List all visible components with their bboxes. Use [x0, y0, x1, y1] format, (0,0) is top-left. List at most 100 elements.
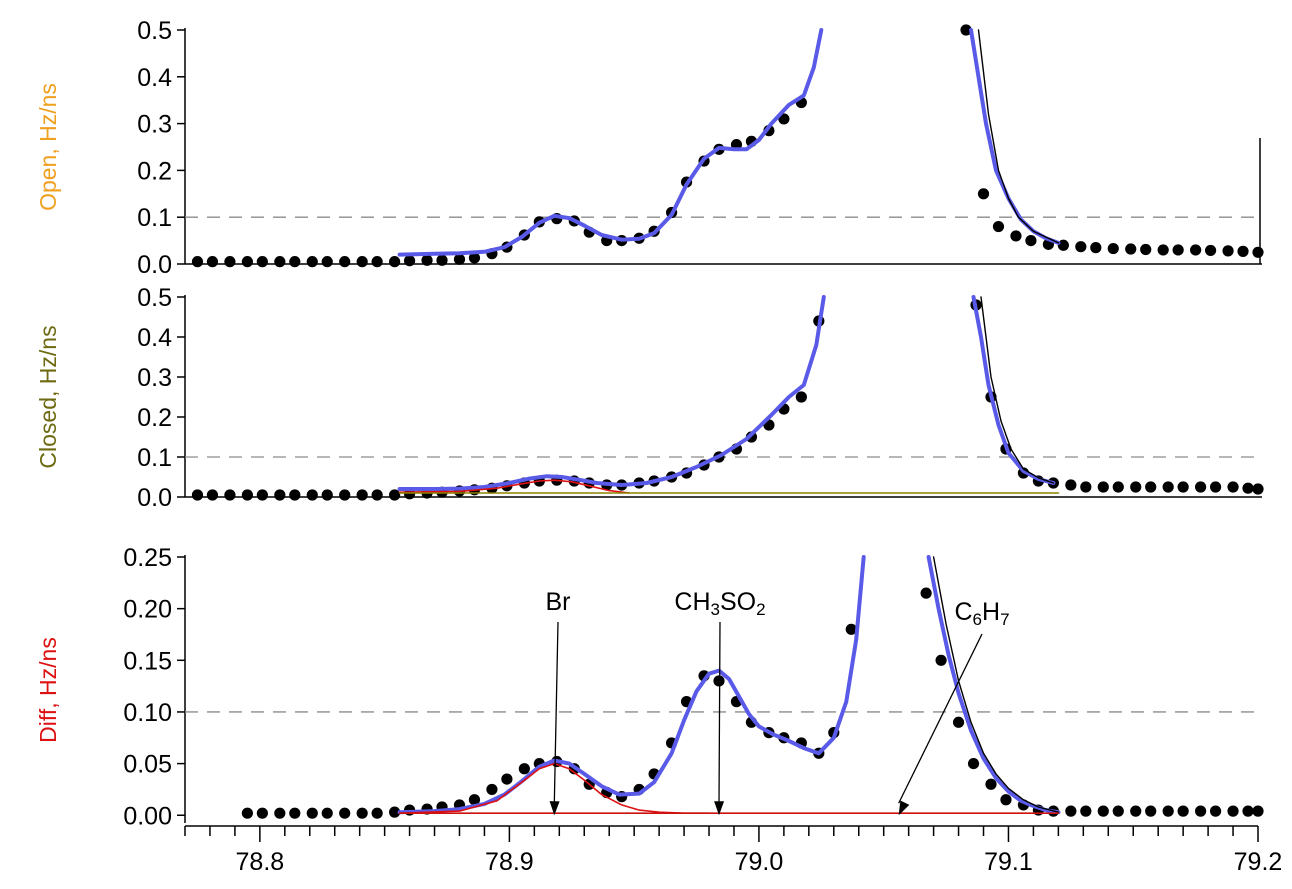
x-axis: 78.8 78.9 79.0 79.1 79.2 — [184, 825, 1282, 876]
data-point — [371, 489, 383, 501]
data-point — [339, 807, 351, 819]
data-point — [1010, 230, 1022, 242]
y-tick-label: 0.1 — [137, 204, 172, 232]
data-point — [356, 807, 368, 819]
fit-line — [397, 295, 826, 491]
annotation-arrowhead — [898, 800, 910, 816]
data-point — [1140, 243, 1152, 256]
data-point — [1252, 246, 1264, 258]
data-point — [206, 256, 219, 268]
annotation-label-part: SO — [720, 588, 756, 616]
data-point — [1057, 239, 1069, 251]
data-point — [256, 807, 268, 819]
annotation-label-part: H — [982, 598, 1000, 626]
data-point — [1112, 805, 1124, 817]
y-tick-label: 0.1 — [137, 444, 172, 472]
data-point — [321, 807, 333, 819]
data-point — [274, 256, 286, 268]
data-point — [389, 256, 401, 268]
data-point — [321, 256, 333, 268]
fit-line — [397, 555, 866, 815]
data-point — [1065, 479, 1077, 491]
data-point — [1195, 481, 1207, 493]
annotation-label-part: Br — [546, 588, 571, 616]
y-tick-label: 0.20 — [123, 596, 172, 624]
x-tick-label: 78.8 — [236, 848, 285, 876]
data-point — [1075, 241, 1087, 253]
y-axis-label: Closed, Hz/ns — [35, 325, 61, 468]
y-tick-label: 0.3 — [137, 111, 172, 139]
annotation-label-part: 7 — [1000, 610, 1009, 629]
panel-open: 0.0 0.1 0.2 0.3 0.4 0.5 Open, Hz/ns — [35, 17, 1264, 279]
data-point — [1195, 805, 1207, 817]
data-point — [206, 489, 219, 501]
annotation-arrow — [553, 621, 559, 804]
y-tick-label: 0.25 — [123, 544, 172, 572]
annotation-label-part: 2 — [756, 600, 765, 619]
thin-curve-line — [977, 29, 1060, 244]
y-axis-label-part: Open — [35, 155, 61, 211]
data-point — [191, 489, 204, 501]
data-point — [1080, 481, 1092, 493]
data-point — [241, 489, 253, 501]
x-tick-label: 78.9 — [485, 848, 534, 876]
data-point — [518, 763, 530, 775]
data-point — [1204, 244, 1217, 257]
data-point — [1090, 242, 1102, 254]
data-point — [967, 758, 980, 770]
thin-curve-line — [980, 296, 1055, 484]
data-point — [1177, 481, 1189, 493]
data-point — [306, 256, 318, 268]
data-point — [1252, 483, 1264, 495]
data-point — [1107, 242, 1119, 255]
data-point — [1237, 245, 1249, 257]
annotation-label: Br — [546, 588, 571, 616]
data-point — [339, 489, 351, 501]
data-point — [289, 489, 301, 501]
data-point — [1190, 244, 1202, 256]
data-point — [977, 188, 990, 200]
data-point — [306, 807, 318, 819]
data-point — [1145, 481, 1157, 493]
data-point — [421, 254, 433, 266]
data-point — [960, 24, 972, 36]
data-point — [713, 675, 725, 687]
data-point — [1157, 244, 1169, 256]
data-point — [224, 256, 236, 268]
data-point — [289, 256, 301, 268]
data-point — [1065, 805, 1077, 817]
data-point — [468, 794, 481, 806]
y-tick-label: 0.2 — [137, 404, 172, 432]
annotation-arrow — [718, 621, 721, 804]
data-point — [952, 716, 965, 728]
data-point — [321, 489, 333, 501]
data-point — [920, 587, 932, 599]
data-point — [1162, 481, 1174, 493]
y-tick-label: 0.5 — [137, 284, 172, 312]
y-tick-label: 0.4 — [137, 324, 172, 352]
x-tick-label: 79.0 — [735, 848, 784, 876]
data-point — [436, 254, 448, 266]
data-point — [1130, 805, 1142, 817]
data-point — [289, 807, 301, 819]
annotation-arrowhead — [549, 801, 560, 816]
y-axis-label: Diff, Hz/ns — [35, 637, 61, 743]
data-point — [1177, 805, 1189, 817]
y-tick-label: 0.05 — [123, 751, 172, 779]
annotation-label-part: 6 — [973, 610, 982, 629]
data-point — [1000, 794, 1012, 806]
data-point — [468, 252, 481, 264]
data-point — [241, 807, 253, 819]
data-point — [1162, 805, 1174, 817]
data-point — [191, 256, 204, 268]
panel-closed: 0.0 0.1 0.2 0.3 0.4 0.5 Closed, Hz/ns — [35, 284, 1264, 512]
data-point — [795, 391, 807, 403]
data-point — [1227, 805, 1239, 817]
annotation-label-part: CH — [674, 588, 710, 616]
annotation-label-part: 3 — [711, 600, 720, 619]
annotation-arrowhead — [714, 801, 725, 816]
data-point — [1097, 481, 1109, 493]
data-point — [985, 778, 997, 790]
data-point — [274, 807, 286, 819]
